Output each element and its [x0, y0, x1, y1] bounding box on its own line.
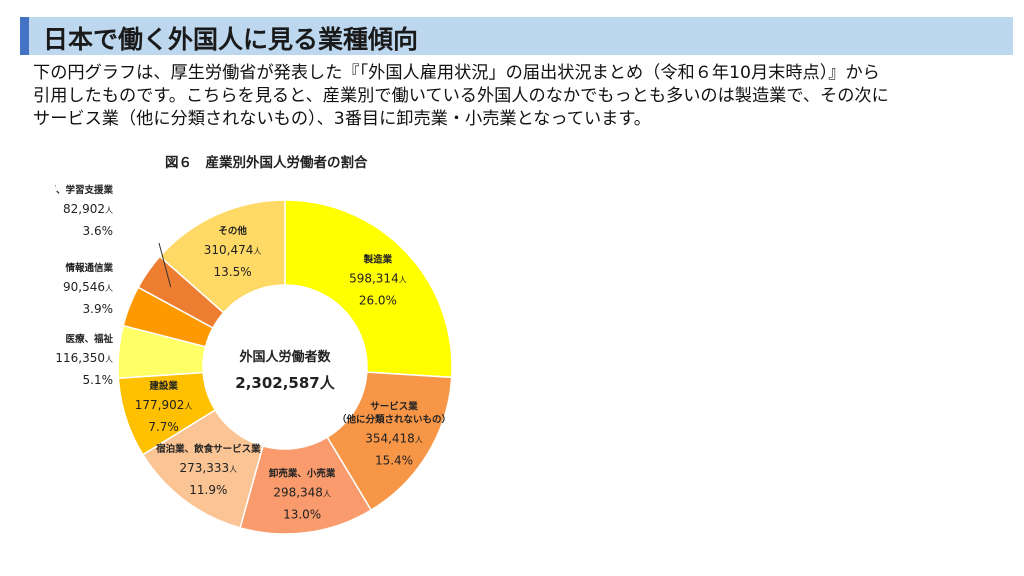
intro-paragraph: 下の円グラフは、厚生労働省が発表した『「外国人雇用状況」の届出状況まとめ（令和６… — [33, 62, 1008, 131]
slice-label-name: その他 — [218, 225, 247, 237]
slice-label-name: 情報通信業 — [64, 262, 113, 274]
slice-value-label: 273,333人 — [180, 461, 238, 475]
slice-value-label: 90,546人 — [63, 280, 113, 294]
slice-value-label: 116,350人 — [55, 351, 113, 365]
slice-label-name: 製造業 — [363, 254, 393, 266]
slice-percent-label: 5.1% — [83, 373, 114, 387]
slice-label-name: 教育、学習支援業 — [55, 184, 113, 196]
pie-chart-figure: 図６ 産業別外国人労働者の割合製造業 598,314人 26.0% サービス業 （他に分… — [55, 145, 530, 545]
page-title: 日本で働く外国人に見る業種傾向 — [43, 25, 419, 54]
slice-label-name: 医療、福祉 — [65, 333, 113, 345]
intro-line: サービス業（他に分類されないもの）、3番目に卸売業・小売業となっています。 — [33, 109, 651, 129]
slice-percent-label: 3.6% — [83, 224, 114, 238]
slice-percent-label: 3.9% — [83, 302, 114, 316]
pie-slice — [158, 199, 286, 314]
intro-line: 下の円グラフは、厚生労働省が発表した『「外国人雇用状況」の届出状況まとめ（令和６… — [33, 63, 880, 83]
slice-label-name-sub: （他に分類されないもの） — [337, 414, 451, 426]
slice-value-label: 177,902人 — [135, 398, 193, 412]
center-total-value: 2,302,587人 — [235, 374, 335, 392]
slice-percent-label: 13.5% — [214, 265, 252, 279]
chart-title: 図６ 産業別外国人労働者の割合 — [165, 154, 368, 171]
slice-percent-label: 13.0% — [283, 507, 321, 521]
slice-value-label: 298,348人 — [273, 485, 331, 499]
slice-percent-label: 11.9% — [189, 483, 227, 497]
slice-label-name: 宿泊業、飲食サービス業 — [156, 443, 261, 455]
slice-label-name: 建設業 — [148, 380, 178, 392]
slice-percent-label: 15.4% — [375, 454, 413, 468]
slice-value-label: 598,314人 — [349, 272, 407, 286]
slice-value-label: 310,474人 — [204, 243, 262, 257]
center-label: 外国人労働者数 — [238, 349, 331, 365]
slice-value-label: 82,902人 — [63, 202, 113, 216]
slice-percent-label: 7.7% — [148, 420, 179, 434]
leader-line — [158, 242, 172, 288]
section-header: 日本で働く外国人に見る業種傾向 — [20, 17, 1013, 55]
pie-slice — [284, 199, 453, 379]
slice-label-name: サービス業 — [370, 401, 418, 413]
intro-line: 引用したものです。こちらを見ると、産業別で働いている外国人のなかでもっとも多いの… — [33, 86, 889, 106]
slice-percent-label: 26.0% — [359, 294, 397, 308]
slice-label-name: 卸売業、小売業 — [269, 467, 336, 479]
slice-value-label: 354,418人 — [365, 432, 423, 446]
